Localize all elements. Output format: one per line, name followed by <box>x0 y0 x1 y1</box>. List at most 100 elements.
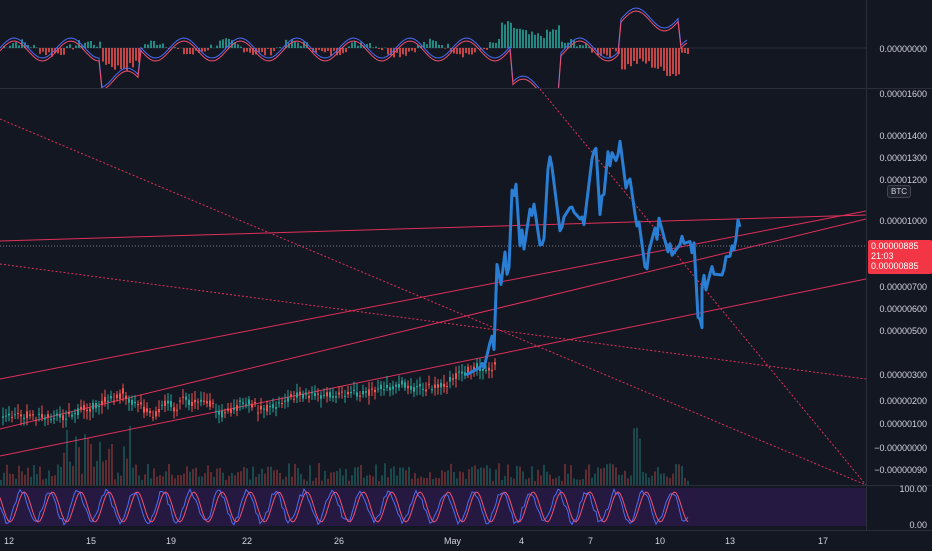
candle-body <box>272 404 274 407</box>
macd-hist-bar <box>342 48 344 53</box>
macd-hist-bar <box>687 48 689 54</box>
macd-hist-bar <box>549 32 551 48</box>
volume-bar <box>507 464 509 485</box>
main-price-pane[interactable] <box>0 89 866 485</box>
macd-hist-bar <box>45 48 47 55</box>
candle-body <box>449 377 451 382</box>
volume-bar <box>387 477 389 485</box>
volume-bar <box>399 467 401 485</box>
volume-bar <box>186 466 188 485</box>
macd-hist-bar <box>519 29 521 48</box>
volume-bar <box>426 478 428 485</box>
macd-hist-bar <box>261 48 263 52</box>
macd-hist-bar <box>183 48 185 54</box>
candle-body <box>95 403 97 408</box>
macd-hist-bar <box>537 33 539 48</box>
volume-bar <box>480 467 482 485</box>
volume-bar <box>645 473 647 485</box>
macd-hist-bar <box>501 23 503 48</box>
candle-body <box>179 401 181 402</box>
price-axis[interactable]: BTC 0.00001600 0.00001400 0.00001300 0.0… <box>866 89 932 485</box>
macd-hist-bar <box>522 30 524 48</box>
macd-price-axis[interactable]: 0.00000000 <box>866 0 932 88</box>
macd-hist-bar <box>375 46 377 48</box>
price-tick: 0.00001200 <box>879 175 927 185</box>
time-label: 10 <box>655 536 665 546</box>
candle-body <box>131 400 133 405</box>
candle-body <box>359 396 361 397</box>
volume-bar <box>102 462 104 485</box>
volume-bar <box>531 466 533 485</box>
macd-hist-bar <box>210 45 212 48</box>
volume-bar <box>627 478 629 485</box>
volume-bar <box>129 426 131 485</box>
macd-hist-bar <box>249 48 251 53</box>
unit-badge[interactable]: BTC <box>887 185 911 198</box>
volume-bar <box>39 467 41 485</box>
macd-hist-bar <box>264 48 266 55</box>
volume-bar <box>90 444 92 485</box>
macd-hist-bar <box>159 45 161 48</box>
candle-body <box>188 400 190 405</box>
candle-body <box>152 417 154 418</box>
price-line <box>466 141 740 375</box>
volume-bar <box>300 474 302 485</box>
price-chart <box>0 89 866 485</box>
macd-hist-bar <box>636 48 638 64</box>
candle-body <box>347 392 349 394</box>
volume-bar <box>183 474 185 485</box>
stoch-axis[interactable]: 100.00 0.00 <box>866 486 932 530</box>
macd-hist-bar <box>297 43 299 48</box>
candle-body <box>320 395 322 399</box>
macd-hist-bar <box>144 44 146 48</box>
macd-hist-bar <box>267 48 269 49</box>
candle-body <box>68 412 70 414</box>
volume-bar <box>675 464 677 485</box>
price-tick: 0.00000500 <box>879 326 927 336</box>
volume-bar <box>435 478 437 485</box>
macd-hist-bar <box>225 38 227 48</box>
stoch-pane[interactable] <box>0 486 866 530</box>
macd-hist-bar <box>405 48 407 56</box>
candle-body <box>443 384 445 387</box>
candle-body <box>149 411 151 413</box>
candle-body <box>101 401 103 405</box>
macd-hist-bar <box>459 48 461 54</box>
macd-hist-bar <box>657 48 659 69</box>
volume-bar <box>339 469 341 485</box>
candle-body <box>299 392 301 395</box>
candle-body <box>116 395 118 399</box>
candle-body <box>260 406 262 410</box>
volume-bar <box>657 467 659 485</box>
macd-hist-bar <box>42 48 44 52</box>
candle-body <box>77 408 79 415</box>
candle-body <box>368 389 370 395</box>
candle-body <box>74 413 76 414</box>
volume-bar <box>684 478 686 485</box>
macd-hist-bar <box>48 48 50 52</box>
candle-body <box>437 384 439 388</box>
macd-hist-bar <box>207 48 209 50</box>
macd-hist-bar <box>327 48 329 51</box>
macd-hist-bar <box>126 48 128 71</box>
time-label: 22 <box>242 536 252 546</box>
volume-bar <box>123 446 125 485</box>
candle-body <box>380 385 382 389</box>
macd-hist-bar <box>432 40 434 48</box>
macd-hist-bar <box>558 25 560 48</box>
macd-hist-bar <box>621 48 623 69</box>
candle-body <box>374 390 376 392</box>
macd-hist-bar <box>99 42 101 48</box>
candle-body <box>119 393 121 399</box>
candle-body <box>419 384 421 386</box>
volume-bar <box>3 473 5 485</box>
time-axis[interactable] <box>0 530 932 551</box>
candle-body <box>242 403 244 404</box>
volume-bar <box>372 477 374 485</box>
volume-bar <box>198 476 200 485</box>
candle-body <box>407 386 409 389</box>
macd-hist-bar <box>135 48 137 61</box>
volume-bar <box>414 473 416 485</box>
macd-hist-bar <box>615 48 617 51</box>
macd-pane[interactable] <box>0 0 866 88</box>
